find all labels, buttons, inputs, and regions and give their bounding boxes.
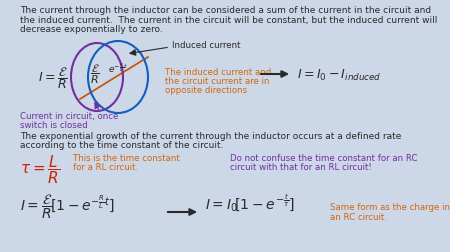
- Text: circuit with that for an RL circuit!: circuit with that for an RL circuit!: [230, 162, 372, 171]
- Text: for a RL circuit.: for a RL circuit.: [73, 162, 138, 171]
- Text: Do not confuse the time constant for an RC: Do not confuse the time constant for an …: [230, 153, 418, 162]
- Text: $I = I_0 - I_{induced}$: $I = I_0 - I_{induced}$: [297, 67, 382, 82]
- Text: $I = \dfrac{\mathcal{E}}{R}$: $I = \dfrac{\mathcal{E}}{R}$: [38, 65, 68, 90]
- Text: Same form as the charge in: Same form as the charge in: [330, 203, 450, 212]
- Text: $e^{-\frac{R}{L}t}$: $e^{-\frac{R}{L}t}$: [108, 61, 128, 74]
- Text: $\dfrac{\mathcal{E}}{R}$: $\dfrac{\mathcal{E}}{R}$: [90, 62, 100, 85]
- Text: Induced current: Induced current: [172, 40, 240, 49]
- Text: The induced current and: The induced current and: [165, 68, 271, 77]
- Text: The exponential growth of the current through the inductor occurs at a defined r: The exponential growth of the current th…: [20, 132, 401, 140]
- Text: decrease exponentially to zero.: decrease exponentially to zero.: [20, 25, 163, 34]
- Text: The current through the inductor can be considered a sum of the current in the c: The current through the inductor can be …: [20, 6, 431, 15]
- Text: according to the time constant of the circuit.: according to the time constant of the ci…: [20, 141, 224, 150]
- Text: the induced current.  The current in the circuit will be constant, but the induc: the induced current. The current in the …: [20, 15, 437, 24]
- Text: opposite directions: opposite directions: [165, 86, 247, 94]
- Text: $I = \dfrac{\mathcal{E}}{R}\!\left[1 - e^{-\frac{R}{L}t}\right]$: $I = \dfrac{\mathcal{E}}{R}\!\left[1 - e…: [20, 192, 115, 220]
- Text: an RC circuit.: an RC circuit.: [330, 213, 387, 222]
- Text: the circuit current are in: the circuit current are in: [165, 77, 270, 86]
- Text: $I = I_0\!\left[1 - e^{-\frac{t}{\tau}}\right]$: $I = I_0\!\left[1 - e^{-\frac{t}{\tau}}\…: [205, 192, 295, 213]
- Text: switch is closed: switch is closed: [20, 120, 88, 130]
- Text: Current in circuit, once: Current in circuit, once: [20, 112, 118, 120]
- Text: This is the time constant: This is the time constant: [73, 153, 180, 162]
- Text: $\tau = \dfrac{L}{R}$: $\tau = \dfrac{L}{R}$: [20, 152, 60, 185]
